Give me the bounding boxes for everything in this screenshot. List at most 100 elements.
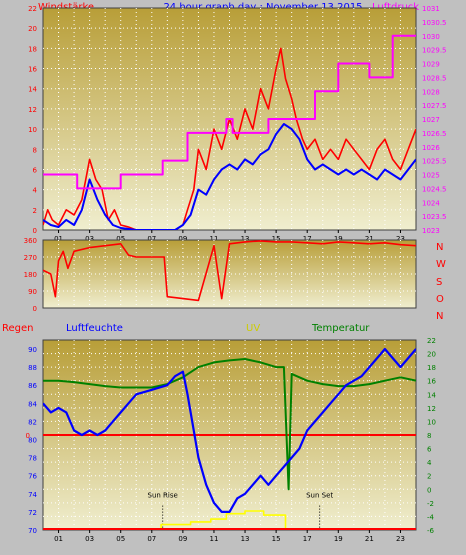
hour-tick-label: 13 (241, 535, 250, 543)
rain-tick-label: 0 (26, 432, 30, 440)
wind-tick-label: 20 (28, 25, 37, 33)
pressure-tick-label: 1027.5 (422, 102, 447, 110)
pressure-tick-label: 1023 (422, 227, 440, 235)
humidity-tick-label: 74 (28, 491, 37, 499)
compass-label: N (436, 311, 443, 322)
humidity-tick-label: 70 (28, 527, 37, 535)
hour-tick-label: 01 (54, 235, 63, 243)
hour-tick-label: 19 (334, 235, 343, 243)
humidity-tick-label: 76 (28, 473, 37, 481)
wind-tick-label: 10 (28, 126, 37, 134)
hour-tick-label: 09 (178, 535, 187, 543)
wind-tick-label: 0 (33, 227, 37, 235)
humidity-line (43, 347, 416, 513)
humidity-tick-label: 80 (28, 437, 37, 445)
wind-tick-label: 2 (33, 207, 37, 215)
direction-tick-label: 180 (24, 271, 37, 279)
direction-tick-label: 0 (33, 305, 37, 313)
temperature-tick-label: 18 (427, 364, 436, 372)
wind-tick-label: 8 (33, 146, 37, 154)
temperature-tick-label: -6 (427, 527, 435, 535)
uv-line (43, 510, 416, 530)
hour-tick-label: 03 (85, 535, 94, 543)
compass-label: W (436, 259, 446, 270)
temperature-tick-label: 10 (427, 418, 436, 426)
hour-tick-label: 23 (396, 235, 405, 243)
sunset-label: Sun Set (306, 491, 333, 499)
pressure-tick-label: 1025 (422, 172, 440, 180)
wind-tick-label: 12 (28, 106, 37, 114)
pressure-tick-label: 1028 (422, 88, 440, 96)
hour-tick-label: 19 (334, 535, 343, 543)
hour-tick-label: 07 (147, 535, 156, 543)
wind-tick-label: 22 (28, 5, 37, 13)
pressure-tick-label: 1030.5 (422, 19, 447, 27)
humidity-tick-label: 84 (28, 400, 37, 408)
direction-tick-label: 360 (24, 237, 37, 245)
humidity-tick-label: 72 (28, 509, 37, 517)
pressure-tick-label: 1024.5 (422, 185, 447, 193)
direction-tick-label: 90 (28, 288, 37, 296)
pressure-tick-label: 1024 (422, 199, 440, 207)
temperature-tick-label: 22 (427, 337, 436, 345)
hour-tick-label: 03 (85, 235, 94, 243)
hour-tick-label: 23 (396, 535, 405, 543)
humidity-temperature-panel: 70 72 74 76 78 80 82 84 86 88 90 -6 -4 -2 0 2 4 6 8 10 12 14 1… (26, 337, 437, 543)
hour-tick-label: 11 (209, 235, 218, 243)
wind-direction-line (43, 240, 416, 302)
humidity-tick-label: 78 (28, 455, 37, 463)
temperature-tick-label: 12 (427, 405, 436, 413)
grid (43, 240, 416, 308)
pressure-tick-label: 1027 (422, 116, 440, 124)
hour-tick-label: 07 (147, 235, 156, 243)
hour-tick-label: 13 (241, 235, 250, 243)
pressure-tick-label: 1026 (422, 144, 440, 152)
wind-tick-label: 18 (28, 45, 37, 53)
pressure-tick-label: 1025.5 (422, 158, 447, 166)
temperature-tick-label: 14 (427, 391, 436, 399)
temperature-tick-label: 8 (427, 432, 431, 440)
wind-tick-label: 6 (33, 166, 38, 174)
compass-label: S (436, 277, 442, 288)
humidity-tick-label: 88 (28, 364, 37, 372)
temperature-tick-label: 4 (427, 459, 432, 467)
pressure-tick-label: 1023.5 (422, 213, 447, 221)
plot-area (42, 239, 417, 309)
rain-axis-title: Regen (2, 323, 34, 334)
pressure-tick-label: 1031 (422, 5, 440, 13)
hour-tick-label: 05 (116, 535, 125, 543)
grid (43, 8, 416, 230)
compass-label: O (436, 294, 444, 305)
direction-tick-label: 270 (24, 254, 37, 262)
wind-average-line (43, 123, 416, 230)
temperature-axis-title: Temperatur (311, 323, 370, 334)
pressure-tick-label: 1030 (422, 33, 440, 41)
hour-tick-label: 15 (272, 535, 281, 543)
hour-tick-label: 15 (272, 235, 281, 243)
wind-pressure-panel: 0 2 4 6 8 10 12 14 16 18 20 22 1023 1023.5 1024 1024.5 1… (28, 5, 446, 243)
humidity-tick-label: 82 (28, 418, 37, 426)
wind-tick-label: 4 (33, 187, 38, 195)
humidity-axis-title: Luftfeuchte (66, 323, 123, 334)
hour-tick-label: 21 (365, 235, 374, 243)
sunrise-label: Sun Rise (148, 491, 178, 499)
temperature-tick-label: 16 (427, 378, 436, 386)
temperature-tick-label: -4 (427, 513, 435, 521)
humidity-tick-label: 86 (28, 382, 37, 390)
pressure-tick-label: 1026.5 (422, 130, 447, 138)
pressure-line (43, 34, 416, 190)
uv-label: UV (246, 323, 260, 334)
humidity-tick-label: 90 (28, 346, 37, 354)
temperature-tick-label: -2 (427, 500, 434, 508)
hour-tick-label: 09 (178, 235, 187, 243)
hour-tick-label: 11 (209, 535, 218, 543)
hour-tick-label: 17 (303, 235, 312, 243)
hour-tick-label: 17 (303, 535, 312, 543)
temperature-tick-label: 2 (427, 473, 431, 481)
temperature-tick-label: 0 (427, 486, 431, 494)
wind-tick-label: 16 (28, 66, 37, 74)
hour-tick-label: 21 (365, 535, 374, 543)
